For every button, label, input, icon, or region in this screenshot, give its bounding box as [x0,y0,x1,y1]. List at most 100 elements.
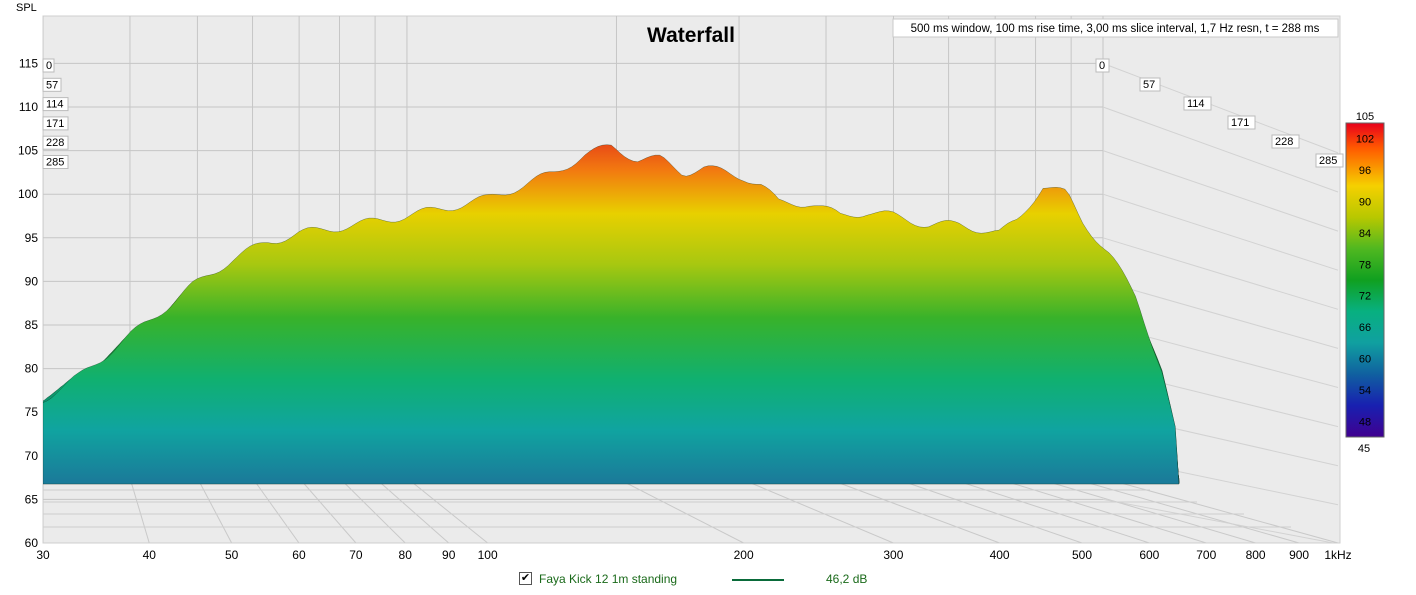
x-tick-label: 800 [1246,548,1266,562]
x-tick-label: 300 [883,548,903,562]
colorbar-tick-label: 102 [1356,134,1374,146]
waterfall-surface [43,144,1180,485]
waterfall-slice [43,144,1180,485]
colorbar-tick-label: 72 [1359,291,1371,303]
y-tick-label: 90 [25,274,39,288]
colorbar-tick-label: 48 [1359,416,1371,428]
time-slice-label-right: 228 [1275,136,1293,148]
slice-label-box [1315,153,1344,168]
grid-line-side [1102,150,1339,232]
time-slice-label-right: 285 [1319,155,1337,167]
chart-title: Waterfall [647,24,735,47]
x-tick-label: 600 [1139,548,1159,562]
slice-label-box [42,135,69,150]
legend: ✔ Faya Kick 12 1m standing 46,2 dB [0,568,1416,592]
y-tick-label: 105 [18,144,38,158]
slice-label-box [1139,77,1161,92]
grid-line-floor [616,477,744,543]
y-tick-label: 85 [25,318,39,332]
x-tick-label: 90 [442,548,456,562]
grid-line-floor [1102,477,1339,543]
x-tick-label: 40 [143,548,157,562]
y-tick-label: 65 [25,492,39,506]
grid-line-floor [339,477,406,543]
slice-label-box [42,155,69,169]
time-slice-label-left: 114 [46,99,64,111]
chart-subtitle: 500 ms window, 100 ms rise time, 3,00 ms… [911,23,1320,35]
x-tick-label: 60 [292,548,306,562]
x-tick-label: 80 [399,548,413,562]
x-tick-label: 100 [478,548,498,562]
colorbar-scale [1345,122,1385,438]
time-slice-label-right: 114 [1187,98,1205,110]
time-slice-label-left: 57 [46,79,58,91]
grid-line-side [1102,106,1339,193]
time-slice-label-right: 171 [1231,117,1249,129]
x-tick-label: 900 [1289,548,1309,562]
slice-label-box [1271,134,1300,149]
y-tick-label: 110 [19,100,38,114]
grid-line-floor [893,477,1083,543]
time-slice-label-right: 57 [1143,79,1155,91]
slice-label-box [42,58,55,73]
time-slice-label-left: 228 [46,137,64,149]
grid-line-floor [995,477,1207,543]
grid-line-side [1102,280,1339,349]
grid-line-floor [374,477,450,543]
colorbar-tick-label: 96 [1359,165,1371,177]
slice-label-box [1227,115,1256,130]
y-axis-label: SPL [16,2,37,14]
y-tick-label: 80 [25,362,39,376]
x-axis: 30 40 50 60 70 80 90 100 200 300 400 500 600 700 800 90… [36,548,1351,562]
grid-line-floor [948,477,1150,543]
slice-label-box [1183,96,1212,111]
y-tick-label: 70 [25,449,39,463]
colorbar-min-label: 45 [1358,443,1370,455]
grid-line-floor [738,477,894,543]
grid-line-side [1102,193,1339,271]
y-tick-label: 100 [18,187,38,201]
slice-label-box [42,116,69,131]
x-tick-label: 200 [734,548,754,562]
legend-line-swatch [732,579,784,581]
grid-line-floor [1071,477,1300,543]
legend-series-name: Faya Kick 12 1m standing [539,572,678,586]
waterfall-chart: 60 65 70 75 80 85 90 95 100 105 110 115 30 40 50 60 70 8… [16,2,1385,562]
grid-line-floor [298,477,357,543]
colorbar-tick-label: 66 [1359,322,1371,334]
legend-checkbox[interactable]: ✔ [519,572,532,585]
grid-line-floor [196,477,233,543]
y-tick-label: 115 [19,56,38,70]
legend-level-value: 46,2 dB [826,572,868,586]
colorbar-tick-label: 84 [1359,228,1371,240]
grid-line-floor [129,477,150,543]
grid-line-floor [825,477,1000,543]
grid-line-side [1102,498,1336,543]
x-tick-label: 700 [1196,548,1216,562]
x-tick-label: 50 [225,548,239,562]
time-slice-labels: 0 0 57 57 114 114 171 171 228 228 285 285 [42,58,1344,169]
y-axis: 60 65 70 75 80 85 90 95 100 105 110 115 [18,56,38,550]
y-tick-label: 95 [25,231,39,245]
grid-line-floor [1035,477,1256,543]
slice-label-box [1095,58,1110,73]
colorbar-max-label: 105 [1356,111,1374,123]
slice-label-box [42,97,69,112]
x-tick-label: 30 [36,548,50,562]
colorbar: 105 102 96 90 84 78 72 66 60 54 48 45 [1345,111,1385,455]
colorbar-tick-label: 60 [1359,354,1371,366]
grid-line-floor [252,477,300,543]
subtitle-box [892,18,1339,38]
grid-line-side [1102,237,1339,310]
colorbar-tick-label: 90 [1359,197,1371,209]
x-tick-label: 500 [1072,548,1092,562]
colorbar-tick-label: 54 [1359,385,1371,397]
x-tick-label: 400 [990,548,1010,562]
grid-line-floor [406,477,488,543]
time-slice-label-right: 0 [1099,60,1105,72]
time-slice-label-left: 285 [46,157,64,169]
time-slice-label-left: 171 [46,118,64,130]
y-tick-label: 75 [25,405,39,419]
x-tick-label: 1kHz [1324,548,1351,562]
colorbar-tick-label: 78 [1359,259,1371,271]
